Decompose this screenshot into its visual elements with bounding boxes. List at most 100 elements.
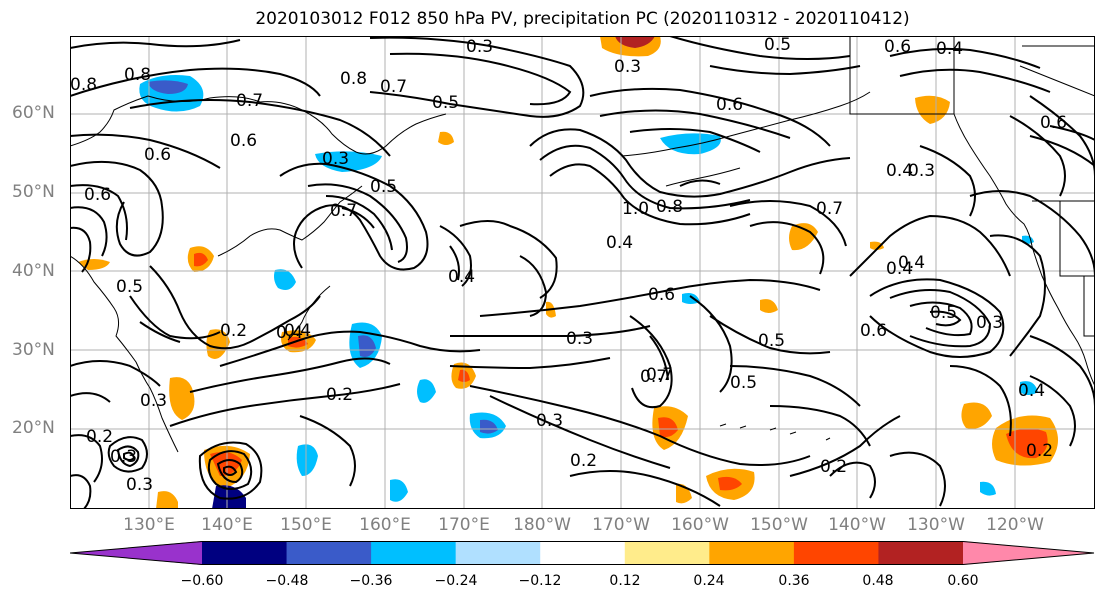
precip-red-patch (194, 252, 208, 267)
contour-label: 0.6 (884, 37, 911, 57)
precip-red-patch (1006, 428, 1048, 459)
colorbar-segment (286, 541, 372, 565)
colorbar-segment (963, 541, 1094, 565)
contour-labels: 0.7 0.2 0.3 0.5 0.6 0.8 0.7 0.5 0.3 0.4 … (70, 36, 1067, 495)
longitude-label: 130°E (123, 515, 175, 535)
longitude-label: 150°E (280, 515, 332, 535)
map-title: 2020103012 F012 850 hPa PV, precipitatio… (255, 9, 910, 29)
contour-label: 1.0 (622, 199, 649, 219)
contour-label: 0.2 (820, 457, 847, 477)
longitude-label: 180°W (513, 515, 571, 535)
colorbar (70, 541, 1095, 565)
contour-label: 0.3 (466, 37, 493, 57)
latitude-label: 60°N (12, 103, 55, 123)
contour-label: 0.4 (606, 233, 633, 253)
latitude-label: 20°N (12, 418, 55, 438)
contour-label: 0.2 (220, 321, 247, 341)
precip-blue-patch (682, 293, 700, 304)
precip-orange-patch (915, 95, 950, 124)
contour-label: 0.5 (758, 331, 785, 351)
contour-label: 0.4 (936, 39, 963, 59)
contour-label: 0.3 (908, 161, 935, 181)
precip-red-patch (718, 476, 742, 491)
contour-label: 0.6 (84, 185, 111, 205)
contour-label: 0.3 (126, 475, 153, 495)
longitude-label: 150°W (750, 515, 808, 535)
precip-orange-patch (206, 329, 230, 359)
contour-label: 0.2 (326, 385, 353, 405)
colorbar-tick-label: 0.24 (693, 573, 725, 589)
precip-orange-patch (156, 491, 178, 509)
colorbar-tick-label: 0.48 (862, 573, 894, 589)
precip-blue-patch (417, 379, 436, 403)
precip-orange-patch (789, 223, 818, 251)
contour-label: 0.5 (764, 36, 791, 55)
contour-label: 0.4 (448, 267, 475, 287)
colorbar-segment (455, 541, 541, 565)
contour-label: 0.3 (536, 411, 563, 431)
colorbar-segment (540, 541, 626, 565)
contour-label: 0.6 (648, 285, 675, 305)
colorbar-segment (709, 541, 795, 565)
colorbar-tick-label: 0.12 (609, 573, 641, 589)
contour-label: 0.6 (860, 321, 887, 341)
contour-label: 0.8 (124, 65, 151, 85)
contour-label: 0.3 (110, 447, 137, 467)
precip-orange-patch (870, 241, 884, 250)
precip-red-patch (658, 417, 678, 438)
latitude-label: 50°N (12, 182, 55, 202)
contour-label: 0.7 (816, 199, 843, 219)
longitude-label: 140°E (201, 515, 253, 535)
contour-label: 0.4 (284, 321, 311, 341)
colorbar-tick-label: −0.36 (349, 573, 393, 589)
contour-label: 0.7 (330, 201, 357, 221)
precip-blue-patch (1020, 381, 1038, 395)
longitude-label: 160°E (359, 515, 411, 535)
colorbar-tick-label: 0.60 (947, 573, 979, 589)
precip-blue-patch (660, 133, 721, 155)
pv-contours (70, 36, 1095, 509)
longitude-label: 130°W (907, 515, 965, 535)
latitude-label: 30°N (12, 340, 55, 360)
contour-label: 0.6 (230, 131, 257, 151)
precipitation-shading (78, 36, 1058, 509)
contour-label: 0.7 (380, 77, 407, 97)
contour-label: 0.4 (898, 253, 925, 273)
contour-label: 0.3 (322, 149, 349, 169)
latitude-label: 40°N (12, 261, 55, 281)
contour-label: 0.2 (86, 427, 113, 447)
colorbar-segment (371, 541, 457, 565)
precip-purple-patch (358, 335, 376, 357)
longitude-label: 120°W (986, 515, 1044, 535)
precip-blue-patch (296, 444, 318, 476)
colorbar-segment (793, 541, 879, 565)
colorbar-segment (624, 541, 710, 565)
contour-label: 0.4 (1018, 381, 1045, 401)
contour-label: 0.4 (886, 259, 913, 279)
contour-label: 0.5 (432, 93, 459, 113)
colorbar-tick-label: −0.60 (180, 573, 224, 589)
colorbar-tick-label: −0.24 (434, 573, 478, 589)
precip-orange-patch (760, 299, 778, 313)
contour-label: 0.7 (640, 367, 667, 387)
contour-label: 0.3 (566, 329, 593, 349)
contour-label: 0.2 (1026, 441, 1053, 461)
precip-purple-patch (480, 419, 498, 434)
precip-blue-patch (390, 479, 408, 502)
colorbar-segment (70, 541, 202, 565)
colorbar-segment (878, 541, 964, 565)
contour-label: 0.5 (930, 303, 957, 323)
precip-blue-patch (148, 80, 188, 94)
contour-label: 0.3 (140, 391, 167, 411)
contour-label: 0.5 (116, 277, 143, 297)
precip-purple-patch (212, 485, 246, 509)
map-panel: 0.7 0.2 0.3 0.5 0.6 0.8 0.7 0.5 0.3 0.4 … (70, 36, 1095, 509)
colorbar-tick-label: −0.12 (518, 573, 562, 589)
precip-orange-patch (169, 377, 195, 420)
contour-label: 0.3 (976, 313, 1003, 333)
contour-label: 0.5 (370, 177, 397, 197)
longitude-label: 170°W (592, 515, 650, 535)
precip-orange-patch (438, 131, 454, 145)
contour-label: 0.4 (276, 323, 303, 343)
colorbar-tick-label: −0.48 (265, 573, 309, 589)
